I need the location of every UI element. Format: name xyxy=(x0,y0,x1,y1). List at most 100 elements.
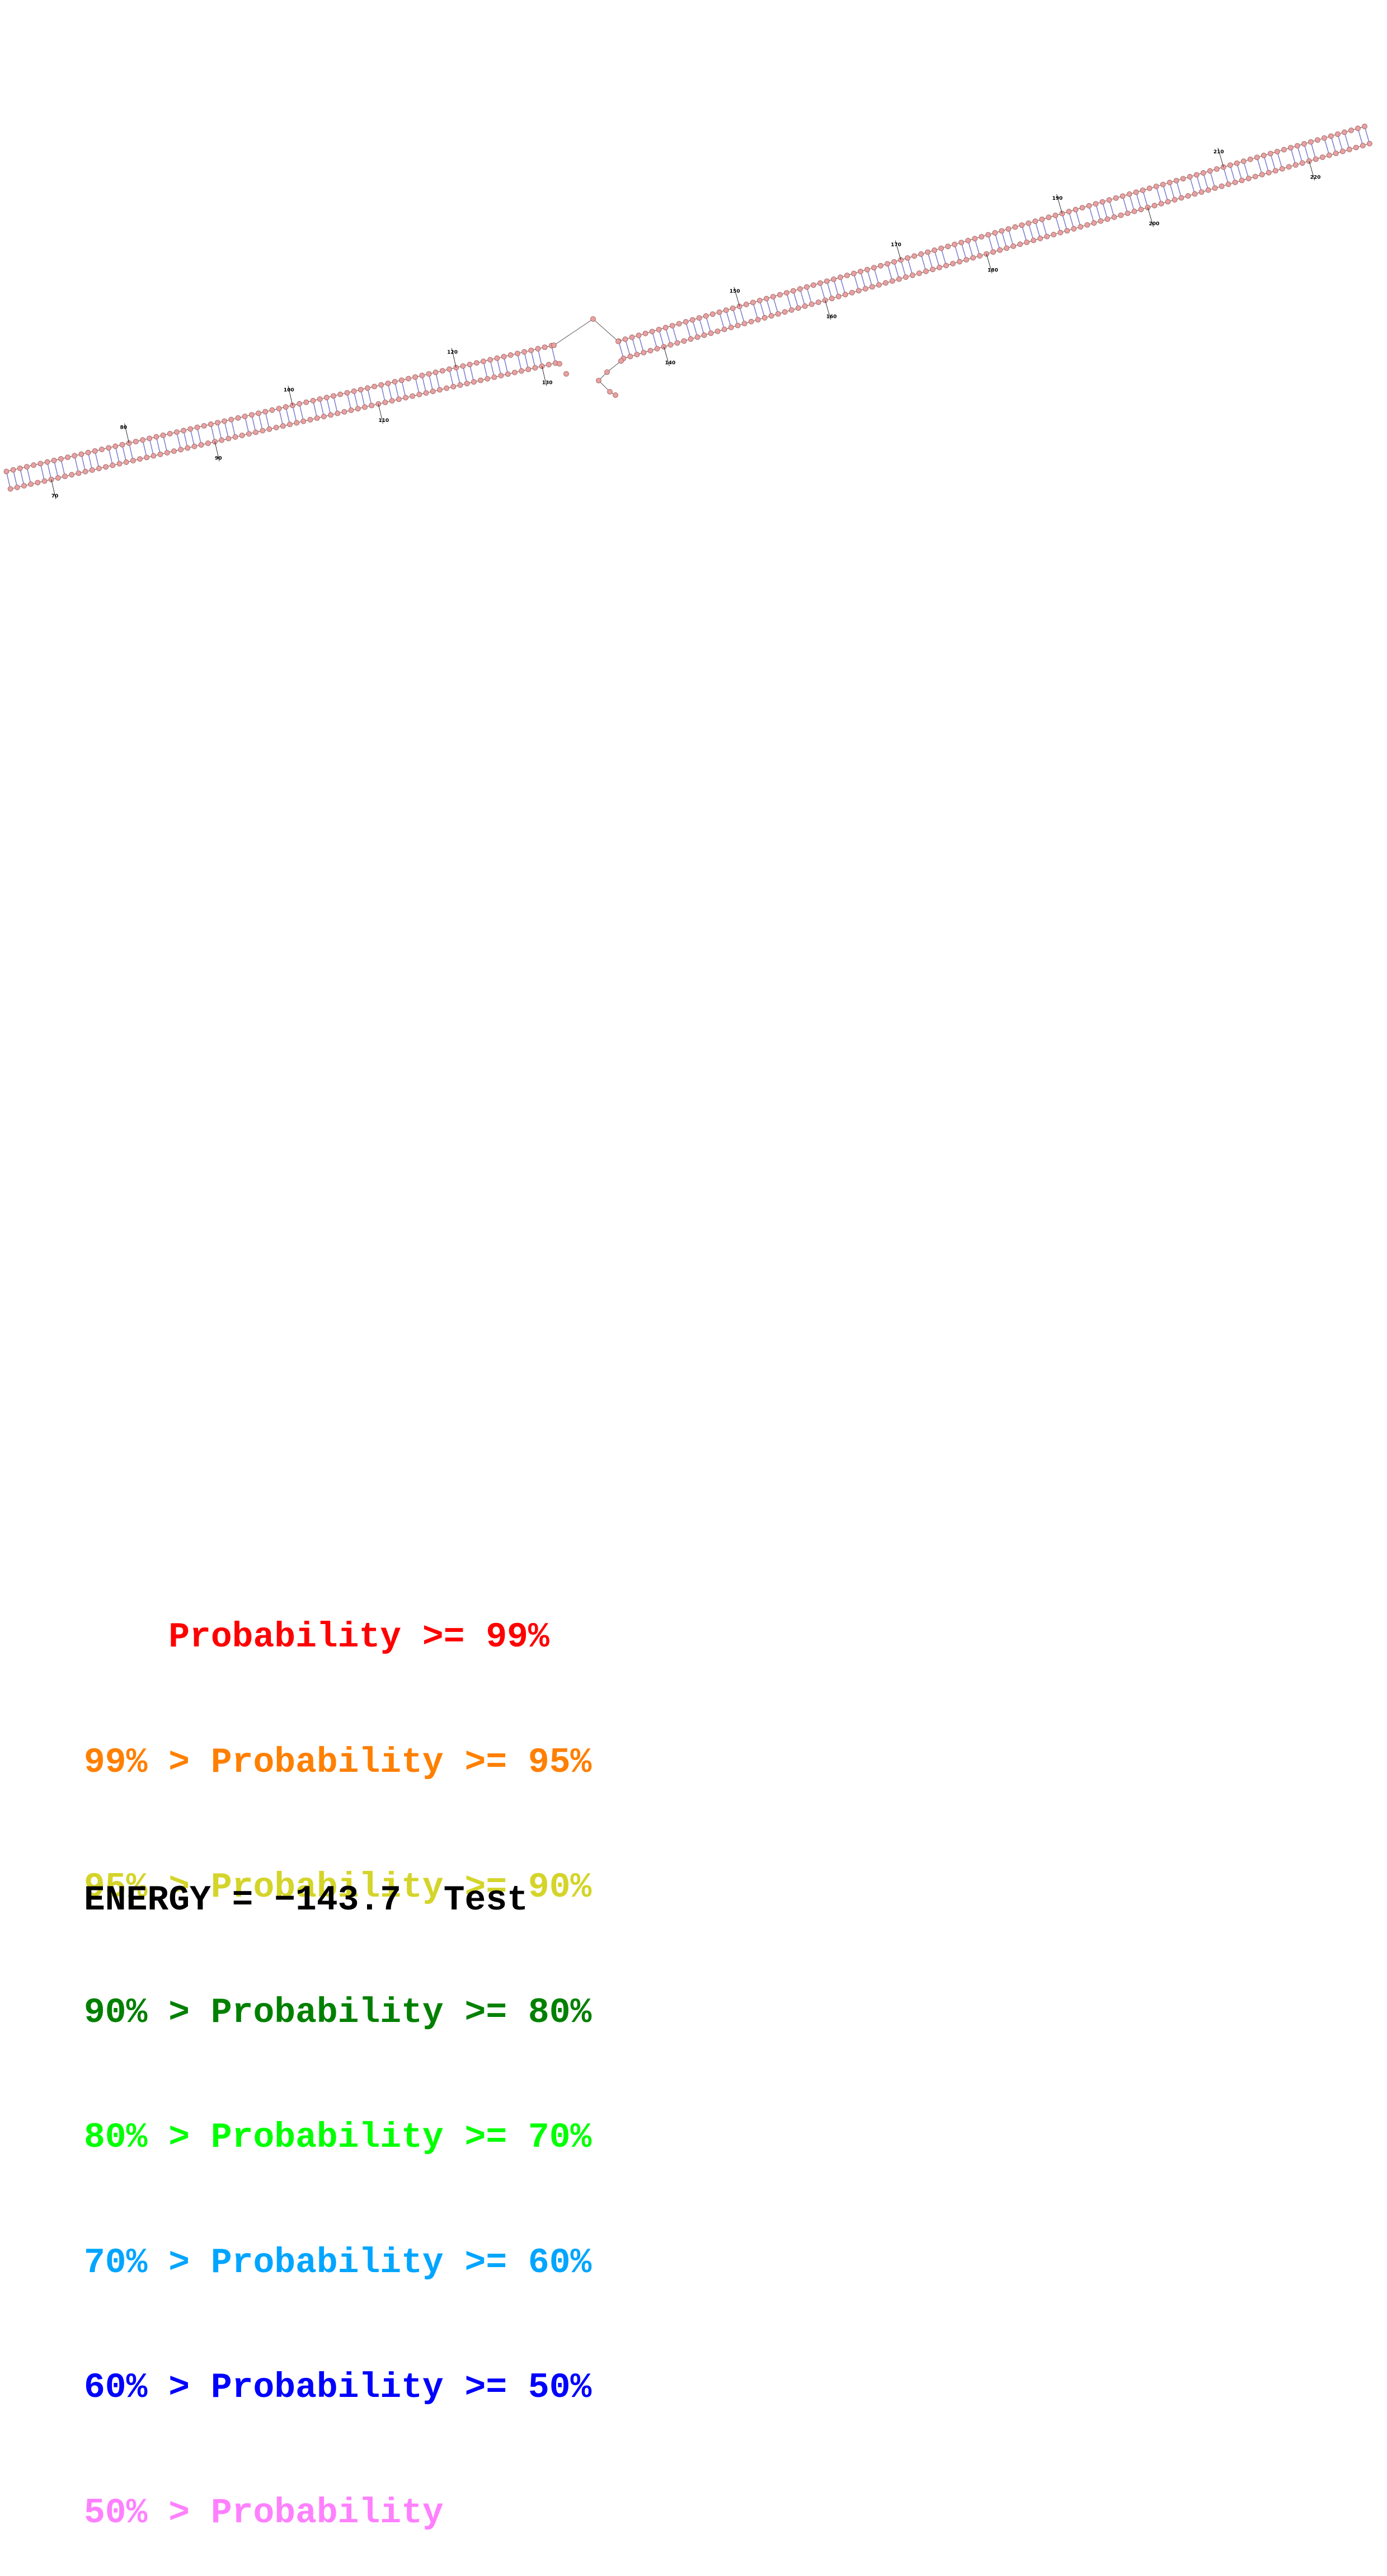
index-tick xyxy=(1309,161,1315,181)
base-pair xyxy=(285,407,290,425)
nucleotide xyxy=(464,381,470,387)
nucleotide xyxy=(634,351,640,358)
base-pair xyxy=(428,373,434,392)
nucleotide xyxy=(804,284,810,290)
base-pair xyxy=(401,380,406,398)
nucleotide xyxy=(1299,160,1305,166)
nucleotide xyxy=(398,377,405,383)
base-pair xyxy=(74,456,79,473)
nucleotide xyxy=(14,484,20,490)
nucleotide xyxy=(344,390,350,396)
base-pair xyxy=(1357,128,1364,146)
backbone-strand xyxy=(618,126,1365,342)
nucleotide xyxy=(1071,226,1077,232)
nucleotide xyxy=(750,299,756,306)
index-label: 110 xyxy=(378,418,389,424)
nucleotide xyxy=(755,317,761,323)
nucleotide xyxy=(1192,191,1198,197)
nucleotide xyxy=(1172,197,1178,203)
base-pair xyxy=(1330,136,1337,154)
nucleotide xyxy=(1319,154,1325,160)
nucleotide xyxy=(89,467,95,473)
nucleotide xyxy=(883,280,888,286)
base-pair xyxy=(1061,213,1068,231)
base-pair xyxy=(455,367,461,386)
nucleotide xyxy=(1339,148,1346,154)
nucleotide xyxy=(140,437,145,443)
nucleotide xyxy=(714,329,721,334)
nucleotide xyxy=(938,245,944,251)
nucleotide xyxy=(460,363,466,369)
nucleotide xyxy=(440,368,445,374)
nucleotide xyxy=(1362,124,1367,129)
nucleotide xyxy=(864,266,870,273)
nucleotide xyxy=(1167,180,1173,186)
nucleotide xyxy=(1259,172,1265,177)
nucleotide xyxy=(1046,214,1052,220)
base-pair xyxy=(1243,161,1249,179)
base-pair xyxy=(732,308,739,326)
nucleotide xyxy=(694,334,700,340)
nucleotide xyxy=(838,274,843,280)
nucleotide xyxy=(654,346,660,351)
nucleotide xyxy=(689,317,695,323)
nucleotide xyxy=(1185,193,1191,199)
base-pair xyxy=(1008,228,1014,247)
nucleotide xyxy=(144,454,150,461)
nucleotide xyxy=(92,448,98,454)
nucleotide xyxy=(157,451,163,457)
nucleotide xyxy=(28,481,34,487)
nucleotide xyxy=(783,290,789,296)
base-pair xyxy=(1122,196,1129,214)
legend-row-80: 90% > Probability >= 80% xyxy=(84,1992,592,2033)
nucleotide xyxy=(656,326,662,332)
nucleotide xyxy=(494,355,500,361)
nucleotide xyxy=(525,367,532,372)
nucleotide xyxy=(1180,176,1186,182)
base-pair xyxy=(40,463,45,481)
nucleotide xyxy=(191,443,198,449)
nucleotide xyxy=(1240,158,1247,165)
base-pair xyxy=(12,470,18,487)
base-pair xyxy=(1223,167,1229,185)
nucleotide xyxy=(1366,140,1372,147)
nucleotide xyxy=(485,376,491,382)
index-label: 150 xyxy=(730,289,740,294)
base-pair xyxy=(183,430,189,448)
base-pair xyxy=(800,289,806,307)
index-tick xyxy=(1217,147,1224,167)
nucleotide xyxy=(1207,168,1213,174)
nucleotide xyxy=(1234,160,1240,166)
index-tick xyxy=(288,386,293,406)
nucleotide xyxy=(55,475,61,481)
nucleotide xyxy=(1266,170,1272,176)
nucleotide xyxy=(1274,148,1280,154)
nucleotide xyxy=(891,259,897,265)
nucleotide xyxy=(164,450,170,456)
nucleotide xyxy=(1032,218,1038,224)
nucleotide xyxy=(24,464,30,470)
nucleotide xyxy=(557,361,562,367)
base-pair xyxy=(517,353,522,371)
base-pair xyxy=(651,331,658,349)
nucleotide xyxy=(133,439,139,444)
index-tick xyxy=(986,254,993,274)
base-pair xyxy=(671,325,678,343)
nucleotide xyxy=(106,445,112,451)
base-pair xyxy=(793,290,799,308)
nucleotide xyxy=(1187,173,1193,180)
index-label: 170 xyxy=(891,242,901,248)
nucleotide xyxy=(676,321,682,327)
nucleotide xyxy=(1104,216,1111,222)
base-pair xyxy=(658,329,665,347)
base-pair xyxy=(638,335,645,353)
nucleotide xyxy=(378,382,384,388)
nucleotide xyxy=(519,368,524,374)
nucleotide xyxy=(1084,222,1090,228)
base-pair xyxy=(1236,163,1243,181)
base-pair xyxy=(1344,132,1350,150)
nucleotide xyxy=(208,421,214,427)
nucleotide xyxy=(72,453,78,459)
base-pair xyxy=(1290,147,1296,165)
nucleotide xyxy=(173,429,180,435)
